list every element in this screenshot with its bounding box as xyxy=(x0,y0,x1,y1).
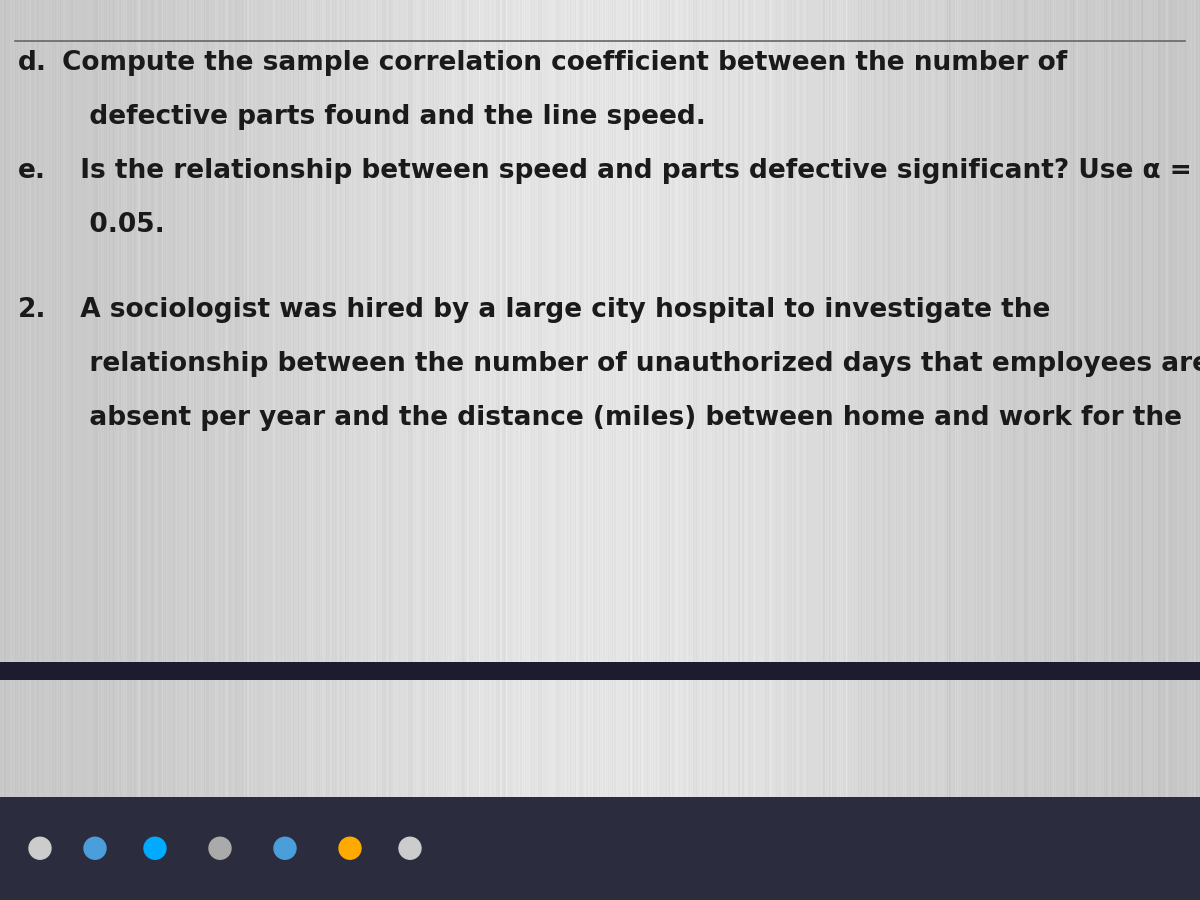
Text: absent per year and the distance (miles) between home and work for the: absent per year and the distance (miles)… xyxy=(62,405,1182,431)
Circle shape xyxy=(84,837,106,859)
Text: d.: d. xyxy=(18,50,47,76)
Circle shape xyxy=(29,837,50,859)
Text: 2.: 2. xyxy=(18,297,47,323)
Text: 0.05.: 0.05. xyxy=(62,212,164,238)
Circle shape xyxy=(340,837,361,859)
Text: relationship between the number of unauthorized days that employees are: relationship between the number of unaut… xyxy=(62,351,1200,377)
Circle shape xyxy=(209,837,230,859)
Text: defective parts found and the line speed.: defective parts found and the line speed… xyxy=(62,104,706,130)
Bar xyxy=(0,796,1200,900)
Text: e.: e. xyxy=(18,158,46,184)
Circle shape xyxy=(274,837,296,859)
Text: Compute the sample correlation coefficient between the number of: Compute the sample correlation coefficie… xyxy=(62,50,1067,76)
Bar xyxy=(0,662,1200,680)
Circle shape xyxy=(144,837,166,859)
Text: A sociologist was hired by a large city hospital to investigate the: A sociologist was hired by a large city … xyxy=(62,297,1050,323)
Text: Is the relationship between speed and parts defective significant? Use α =: Is the relationship between speed and pa… xyxy=(62,158,1192,184)
Circle shape xyxy=(398,837,421,859)
